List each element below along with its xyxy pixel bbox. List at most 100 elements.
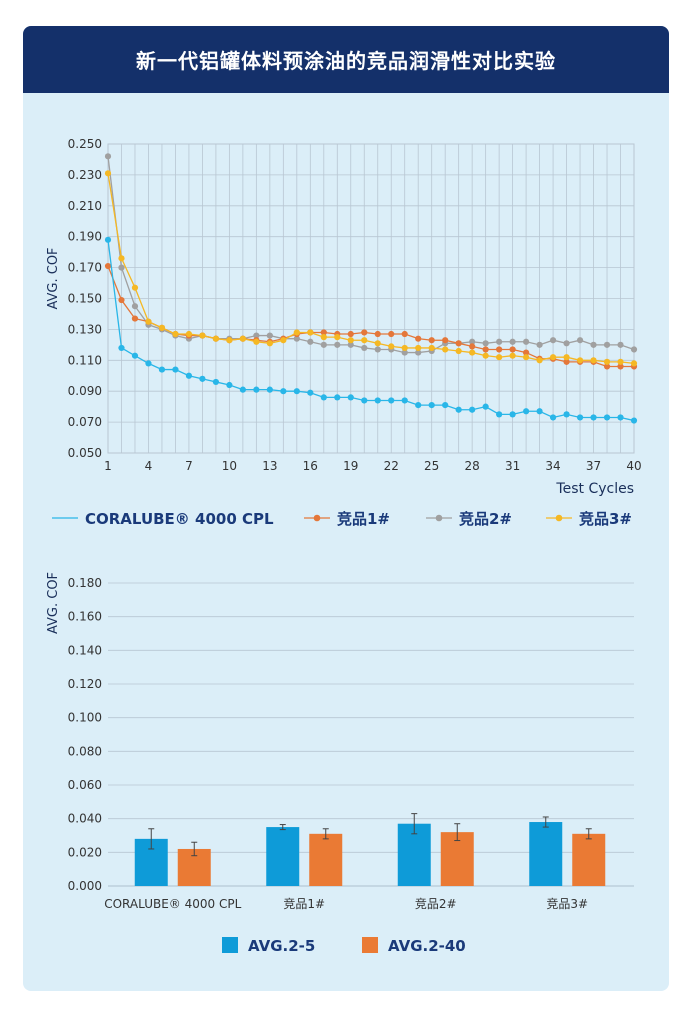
line-point-series-1	[536, 408, 543, 415]
line-point-series-1	[563, 411, 570, 418]
line-point-series-4	[523, 354, 530, 361]
line-point-series-3	[361, 344, 368, 352]
line-point-series-3	[307, 338, 314, 345]
line-point-series-1	[239, 386, 246, 393]
line-point-series-1	[482, 403, 489, 410]
line-point-series-2	[374, 330, 381, 338]
line-point-series-1	[388, 397, 395, 404]
line-point-series-1	[280, 388, 287, 395]
line-point-series-1	[374, 397, 381, 404]
bar-y-axis-label: AVG. COF	[46, 572, 61, 634]
line-point-series-1	[226, 381, 233, 389]
line-y-tick-label: 0.250	[68, 137, 102, 151]
line-x-tick-label: 40	[626, 459, 641, 473]
line-point-series-4	[226, 337, 233, 344]
bar-series-1	[266, 827, 300, 886]
line-legend-marker	[313, 514, 321, 522]
line-point-series-3	[523, 338, 530, 345]
line-point-series-2	[523, 349, 530, 356]
line-y-tick-label: 0.130	[68, 322, 102, 336]
line-x-tick-label: 28	[465, 459, 480, 473]
line-point-series-2	[320, 329, 327, 336]
line-point-series-4	[388, 343, 395, 350]
line-point-series-4	[374, 340, 381, 347]
line-point-series-3	[293, 335, 300, 342]
bar-category-label: 竞品3#	[546, 897, 588, 911]
line-point-series-2	[347, 330, 354, 338]
bar-series-2	[309, 833, 343, 886]
line-point-series-4	[334, 334, 341, 341]
line-y-tick-label: 0.070	[68, 415, 102, 429]
line-point-series-1	[415, 402, 422, 409]
line-point-series-1	[172, 366, 179, 373]
bar-legend-label: AVG.2-5	[248, 937, 315, 955]
bar-y-tick-label: 0.100	[68, 711, 102, 725]
line-point-series-4	[630, 360, 638, 367]
line-y-tick-label: 0.110	[68, 353, 102, 367]
line-point-series-2	[401, 330, 408, 338]
bar-y-tick-label: 0.180	[68, 576, 102, 590]
line-point-series-4	[496, 354, 503, 361]
line-point-series-3	[320, 341, 327, 348]
bar-y-tick-label: 0.000	[68, 879, 102, 893]
line-point-series-3	[104, 153, 112, 160]
line-point-series-1	[307, 389, 314, 396]
line-point-series-4	[320, 334, 327, 341]
line-point-series-2	[415, 335, 422, 342]
line-point-series-4	[145, 318, 152, 325]
line-point-series-1	[320, 394, 327, 401]
line-point-series-3	[266, 332, 273, 339]
line-point-series-4	[549, 354, 557, 361]
line-point-series-4	[590, 357, 597, 364]
line-point-series-4	[469, 349, 476, 356]
line-point-series-2	[388, 330, 395, 338]
line-point-series-4	[199, 332, 206, 339]
line-point-series-3	[536, 341, 543, 348]
line-series-2	[107, 265, 634, 368]
line-point-series-1	[158, 366, 166, 373]
line-point-series-2	[482, 346, 489, 353]
line-x-tick-label: 31	[505, 459, 520, 473]
line-point-series-2	[118, 296, 125, 304]
line-x-tick-label: 22	[384, 459, 399, 473]
line-point-series-1	[523, 408, 530, 415]
bar-y-tick-label: 0.120	[68, 677, 102, 691]
line-point-series-4	[482, 352, 489, 359]
line-point-series-2	[509, 346, 516, 353]
line-point-series-2	[455, 340, 462, 347]
bar-y-tick-label: 0.140	[68, 643, 102, 657]
line-point-series-1	[442, 402, 449, 409]
line-y-tick-label: 0.210	[68, 199, 102, 213]
line-point-series-1	[590, 414, 597, 421]
line-point-series-4	[536, 357, 543, 364]
bar-category-label: 竞品2#	[415, 897, 457, 911]
line-point-series-1	[145, 360, 152, 367]
line-point-series-3	[334, 341, 341, 348]
bar-y-tick-label: 0.020	[68, 845, 102, 859]
line-point-series-4	[253, 338, 260, 345]
line-point-series-3	[118, 264, 125, 271]
bar-y-tick-label: 0.060	[68, 778, 102, 792]
line-point-series-3	[253, 332, 260, 339]
line-x-axis-label: Test Cycles	[555, 481, 634, 497]
line-point-series-1	[334, 394, 341, 401]
line-point-series-4	[428, 344, 435, 352]
line-point-series-1	[347, 394, 354, 401]
line-point-series-1	[118, 344, 125, 352]
line-point-series-3	[374, 346, 381, 353]
line-point-series-1	[361, 397, 368, 404]
line-point-series-3	[131, 303, 139, 310]
line-point-series-4	[361, 337, 368, 344]
line-point-series-2	[617, 363, 624, 370]
bar-y-tick-label: 0.040	[68, 812, 102, 826]
line-point-series-4	[442, 346, 449, 353]
line-x-tick-label: 1	[104, 459, 112, 473]
line-y-axis-label: AVG. COF	[46, 247, 61, 309]
line-point-series-4	[293, 329, 300, 336]
line-x-tick-label: 34	[545, 459, 560, 473]
line-point-series-1	[469, 406, 476, 413]
line-point-series-4	[307, 329, 314, 336]
line-x-tick-label: 19	[343, 459, 358, 473]
bar-series-1	[529, 822, 563, 886]
